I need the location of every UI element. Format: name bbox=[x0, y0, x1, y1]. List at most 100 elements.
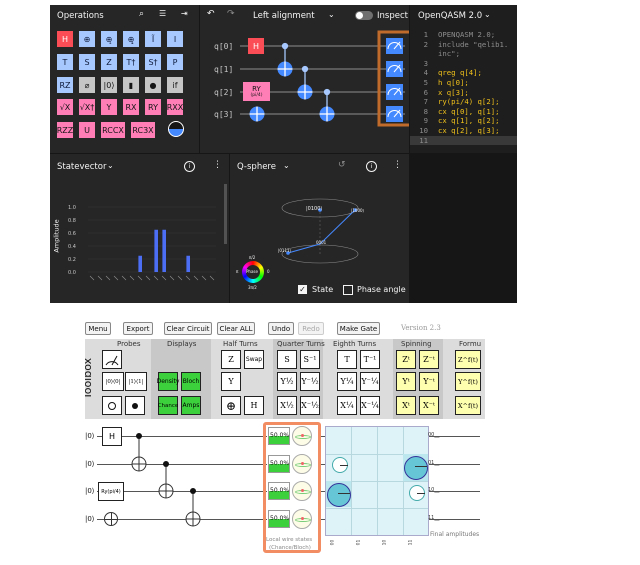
x-minus-half-gate[interactable]: X⁻½ bbox=[300, 396, 320, 415]
collapse-panel-icon[interactable]: ⇥ bbox=[181, 9, 188, 18]
palette-gate[interactable]: √X† bbox=[79, 99, 95, 115]
clear-circuit-button[interactable]: Clear Circuit bbox=[164, 322, 212, 335]
x-gate[interactable]: ⊕ bbox=[221, 396, 241, 415]
y-minus-quarter-gate[interactable]: Y⁻¼ bbox=[360, 372, 380, 391]
measure-gates[interactable] bbox=[386, 38, 403, 122]
amps-display-gate[interactable]: Amps bbox=[181, 396, 201, 415]
x-gate-target-q3[interactable] bbox=[104, 512, 118, 526]
density-display-gate[interactable]: Density bbox=[157, 372, 179, 391]
t-inverse-gate[interactable]: T⁻¹ bbox=[360, 350, 380, 369]
x-quarter-gate[interactable]: X¼ bbox=[337, 396, 357, 415]
amplitude-bar[interactable] bbox=[154, 229, 158, 272]
state-checkbox[interactable]: ✓ bbox=[298, 285, 307, 294]
code-line[interactable]: 4 qreg q[4]; bbox=[410, 68, 517, 78]
anti-control-gate[interactable] bbox=[102, 396, 122, 415]
h-gate[interactable]: H bbox=[102, 427, 122, 446]
y-formula-gate[interactable]: Y^f(t) bbox=[455, 372, 481, 391]
palette-gate[interactable]: √X bbox=[57, 99, 73, 115]
palette-gate[interactable]: RY bbox=[145, 99, 161, 115]
export-button[interactable]: Export bbox=[123, 322, 153, 335]
palette-gate[interactable]: H bbox=[57, 31, 73, 47]
x-minus-t-gate[interactable]: X⁻ᵗ bbox=[419, 396, 439, 415]
code-line[interactable]: 8 cx q[0], q[1]; bbox=[410, 107, 517, 117]
chance-display[interactable]: 50.0% bbox=[268, 455, 290, 473]
palette-gate[interactable]: |0⟩ bbox=[101, 77, 117, 93]
amplitude-bar[interactable] bbox=[138, 255, 142, 272]
amplitude-grid[interactable] bbox=[325, 426, 429, 536]
palette-gate[interactable]: RCCX bbox=[101, 122, 125, 138]
overflow-menu-icon[interactable]: ⋮ bbox=[393, 160, 402, 170]
inspect-toggle[interactable] bbox=[355, 11, 373, 20]
y-minus-half-gate[interactable]: Y⁻½ bbox=[300, 372, 320, 391]
palette-gate[interactable]: ⊕̥ bbox=[101, 31, 117, 47]
ry-gate[interactable]: RY (pi/4) bbox=[243, 82, 270, 101]
code-line[interactable]: 9 cx q[1], q[2]; bbox=[410, 116, 517, 126]
z-minus-t-gate[interactable]: Z⁻ᵗ bbox=[419, 350, 439, 369]
h-gate[interactable]: H bbox=[248, 38, 264, 54]
palette-gate[interactable]: ⊕ bbox=[79, 31, 95, 47]
palette-gate[interactable]: RZZ bbox=[57, 122, 73, 138]
overflow-menu-icon[interactable]: ⋮ bbox=[213, 160, 222, 170]
x-minus-quarter-gate[interactable]: X⁻¼ bbox=[360, 396, 380, 415]
ry-gate[interactable]: Ry(pi/4) bbox=[98, 482, 124, 501]
palette-gate[interactable]: ● bbox=[145, 77, 161, 93]
y-gate[interactable]: Y bbox=[221, 372, 241, 391]
y-minus-t-gate[interactable]: Y⁻ᵗ bbox=[419, 372, 439, 391]
menu-button[interactable]: Menu bbox=[85, 322, 111, 335]
bloch-sphere-icon[interactable] bbox=[292, 454, 312, 474]
postselect-1-gate[interactable]: |1⟩⟨1| bbox=[125, 372, 147, 391]
chevron-down-icon[interactable]: ⌄ bbox=[283, 161, 290, 170]
x-formula-gate[interactable]: X^f(t) bbox=[455, 396, 481, 415]
chevron-down-icon[interactable]: ⌄ bbox=[484, 10, 491, 19]
t-gate[interactable]: T bbox=[337, 350, 357, 369]
bloch-sphere-icon[interactable] bbox=[292, 426, 312, 446]
scrollbar[interactable] bbox=[224, 184, 227, 244]
info-icon[interactable]: i bbox=[184, 161, 195, 172]
chevron-down-icon[interactable]: ⌄ bbox=[107, 161, 114, 170]
z-formula-gate[interactable]: Z^f(t) bbox=[455, 350, 481, 369]
y-t-gate[interactable]: Yᵗ bbox=[396, 372, 416, 391]
palette-gate[interactable]: S bbox=[79, 54, 95, 70]
y-half-gate[interactable]: Y½ bbox=[277, 372, 297, 391]
bloch-display-gate[interactable]: Bloch bbox=[181, 372, 201, 391]
chance-display[interactable]: 50.0% bbox=[268, 427, 290, 445]
palette-gate[interactable]: RC3X bbox=[131, 122, 155, 138]
z-t-gate[interactable]: Zᵗ bbox=[396, 350, 416, 369]
s-inverse-gate[interactable]: S⁻¹ bbox=[300, 350, 320, 369]
alignment-select[interactable]: Left alignment bbox=[253, 11, 315, 21]
code-line[interactable]: 3 bbox=[410, 59, 517, 69]
reset-view-icon[interactable]: ↺ bbox=[338, 160, 346, 170]
amplitude-bar[interactable] bbox=[186, 255, 190, 272]
code-line[interactable]: 2 include "qelib1. bbox=[410, 40, 517, 50]
palette-gate[interactable]: Ĩ bbox=[145, 31, 161, 47]
x-half-gate[interactable]: X½ bbox=[277, 396, 297, 415]
chance-display[interactable]: 50.0% bbox=[268, 510, 290, 528]
code-line[interactable]: inc"; bbox=[410, 49, 517, 59]
y-quarter-gate[interactable]: Y¼ bbox=[337, 372, 357, 391]
code-line[interactable]: 5 h q[0]; bbox=[410, 78, 517, 88]
bloch-sphere-icon[interactable] bbox=[292, 481, 312, 501]
undo-button[interactable]: Undo bbox=[268, 322, 294, 335]
list-view-icon[interactable]: ☰ bbox=[159, 9, 167, 18]
palette-gate[interactable]: RX bbox=[123, 99, 139, 115]
statevector-title[interactable]: Statevector bbox=[57, 162, 107, 172]
chance-display-gate[interactable]: Chance bbox=[158, 396, 178, 415]
palette-gate[interactable]: ⊕̥̥ bbox=[123, 31, 139, 47]
palette-gate[interactable]: ▮ bbox=[123, 77, 139, 93]
chance-display[interactable]: 50.0% bbox=[268, 482, 290, 500]
postselect-0-gate[interactable]: |0⟩⟨0| bbox=[102, 372, 124, 391]
x-t-gate[interactable]: Xᵗ bbox=[396, 396, 416, 415]
measurement-gate[interactable] bbox=[102, 350, 122, 369]
bloch-gate-icon[interactable] bbox=[168, 121, 184, 137]
palette-gate[interactable]: ⌀ bbox=[79, 77, 95, 93]
bloch-sphere-icon[interactable] bbox=[292, 509, 312, 529]
control-gate[interactable] bbox=[125, 396, 145, 415]
qsphere-title[interactable]: Q-sphere bbox=[237, 162, 276, 172]
palette-gate[interactable]: T bbox=[57, 54, 73, 70]
code-line[interactable]: 11 bbox=[410, 135, 517, 146]
code-line[interactable]: 10 cx q[2], q[3]; bbox=[410, 126, 517, 136]
code-header[interactable]: OpenQASM 2.0 bbox=[418, 11, 483, 21]
qsphere-canvas[interactable] bbox=[230, 176, 409, 276]
info-icon[interactable]: i bbox=[366, 161, 377, 172]
clear-all-button[interactable]: Clear ALL bbox=[217, 322, 255, 335]
